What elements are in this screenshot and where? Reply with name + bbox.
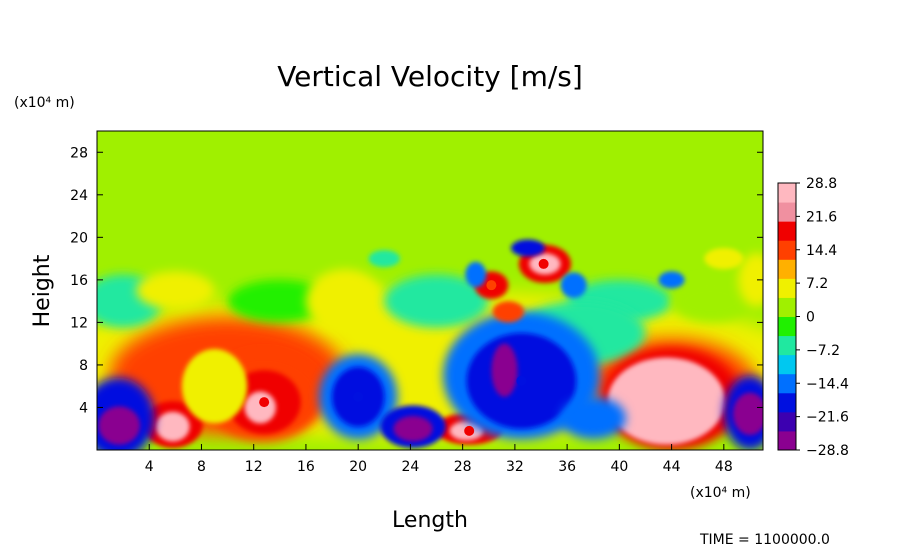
colorbar-swatch — [778, 354, 796, 375]
x-tick-label: 12 — [245, 459, 263, 475]
x-tick-label: 24 — [401, 459, 419, 475]
colorbar-swatch — [778, 278, 796, 298]
colorbar-swatch — [778, 373, 796, 394]
colorbar-tick-label: 21.6 — [806, 209, 837, 225]
colorbar-tick-label: −21.6 — [806, 410, 849, 426]
x-tick-label: 48 — [715, 459, 733, 475]
colorbar-tick-label: −7.2 — [806, 343, 840, 359]
y-tick-label: 12 — [70, 315, 88, 331]
colorbar-tick-label: −14.4 — [806, 376, 849, 392]
colorbar-swatch — [778, 297, 796, 317]
x-tick-label: 28 — [454, 459, 472, 475]
velocity-cell — [491, 343, 518, 397]
y-tick-label: 8 — [79, 358, 88, 374]
velocity-cell — [465, 261, 487, 288]
colorbar-tick-label: 0 — [806, 310, 815, 326]
y-tick-label: 28 — [70, 145, 88, 161]
y-unit-label: (x10⁴ m) — [14, 95, 75, 111]
time-annotation: TIME = 1100000.0 — [699, 532, 830, 544]
y-tick-label: 20 — [70, 230, 88, 246]
x-tick-label: 40 — [610, 459, 628, 475]
colorbar-swatch — [778, 202, 796, 222]
x-tick-label: 4 — [145, 459, 154, 475]
velocity-cell — [136, 271, 215, 310]
velocity-cell — [384, 274, 489, 328]
velocity-cell — [181, 348, 248, 424]
colorbar-swatch — [778, 259, 796, 279]
velocity-extremum — [353, 391, 364, 402]
colorbar-swatch — [778, 392, 796, 413]
velocity-cell — [671, 279, 750, 323]
y-tick-label: 4 — [79, 400, 88, 416]
x-axis-title: Length — [392, 508, 468, 533]
velocity-extremum — [660, 397, 671, 408]
velocity-cell — [305, 269, 385, 334]
velocity-extremum — [516, 375, 527, 386]
x-unit-label: (x10⁴ m) — [690, 485, 751, 501]
y-axis-title: Height — [30, 254, 55, 327]
velocity-cell — [738, 253, 763, 307]
colorbar-tick-label: 7.2 — [806, 276, 828, 292]
x-tick-label: 36 — [558, 459, 576, 475]
velocity-cell — [368, 250, 400, 268]
velocity-cell — [658, 271, 685, 289]
velocity-extremum — [167, 421, 178, 432]
velocity-cell — [510, 239, 545, 257]
velocity-cell — [227, 279, 333, 323]
plot-frame — [96, 130, 764, 451]
y-axis: 4 8 12 16 20 24 28 — [70, 145, 763, 416]
colorbar-swatch — [778, 221, 796, 241]
x-tick-label: 44 — [663, 459, 681, 475]
x-tick-label: 20 — [349, 459, 367, 475]
velocity-extremum — [538, 258, 549, 269]
colorbar-tick-label: −28.8 — [806, 443, 849, 459]
velocity-extremum — [486, 280, 497, 291]
y-tick-label: 24 — [70, 188, 88, 204]
x-tick-label: 16 — [297, 459, 315, 475]
velocity-extremum — [744, 408, 755, 419]
velocity-cell — [244, 391, 276, 424]
colorbar-swatch — [778, 316, 796, 337]
colorbar-swatch — [778, 411, 796, 432]
velocity-field — [97, 131, 763, 450]
velocity-extremum — [464, 425, 475, 436]
colorbar-swatch — [778, 335, 796, 356]
velocity-cell — [704, 247, 744, 270]
colorbar-swatch — [778, 240, 796, 260]
velocity-extremum — [114, 420, 125, 431]
x-axis: 4 8 12 16 20 24 28 32 36 40 44 48 — [145, 444, 733, 475]
colorbar-swatch — [778, 430, 796, 451]
x-tick-label: 8 — [197, 459, 206, 475]
velocity-cell — [492, 301, 525, 323]
velocity-cell — [560, 396, 626, 440]
chart-title: Vertical Velocity [m/s] — [277, 60, 583, 93]
y-tick-label: 16 — [70, 273, 88, 289]
velocity-extremum — [259, 397, 270, 408]
velocity-cell — [560, 272, 587, 298]
colorbar-tick-label: 14.4 — [806, 243, 837, 259]
velocity-extremum — [408, 423, 419, 434]
colorbar: 28.8 21.6 14.4 7.2 0 −7.2 −14.4 −21.6 −28.8 — [777, 176, 849, 459]
colorbar-tick-label: 28.8 — [806, 176, 837, 192]
colorbar-swatch — [778, 183, 796, 203]
x-tick-label: 32 — [506, 459, 524, 475]
